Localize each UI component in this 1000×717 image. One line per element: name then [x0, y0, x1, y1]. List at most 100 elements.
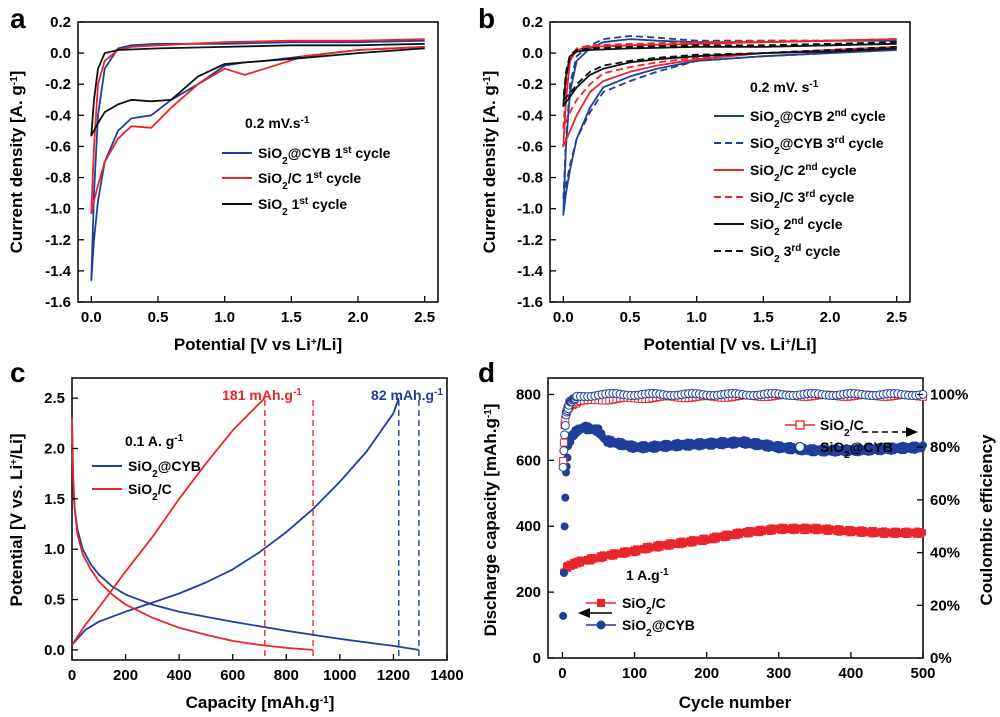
y-tick-label: 800 — [516, 386, 541, 403]
x-tick-label: 1.5 — [753, 309, 774, 326]
legend-marker — [596, 620, 606, 630]
panel-d-ylabel: Discharge capacity [mAh.g-1] — [481, 404, 500, 637]
data-point — [558, 462, 568, 472]
legend-label: SiO2/C — [820, 417, 864, 439]
y2-tick-label: 80% — [930, 439, 960, 456]
y2-tick-label: 20% — [930, 597, 960, 614]
y-tick-label: -1.0 — [45, 201, 71, 218]
data-point — [919, 441, 927, 450]
y-tick-label: -1.6 — [517, 294, 543, 311]
panel-c-annotation: 0.1 A. g-1 — [125, 433, 184, 450]
y-tick-label: -0.8 — [45, 170, 71, 187]
panel-c-ylabel: Potential [V vs. Li+/Li] — [7, 433, 26, 606]
panel-d: d 0 100 200 300 400 500 0 200 400 600 800 0% 20% 40% 6… — [478, 357, 996, 712]
legend-label: SiO2 1st cycle — [258, 196, 347, 218]
data-point — [920, 529, 926, 536]
series-line — [71, 397, 266, 646]
series-line — [71, 418, 314, 651]
y-tick-label: -0.4 — [517, 107, 544, 124]
panel-a-annotation: 0.2 mV.s-1 — [245, 115, 310, 132]
series-line — [562, 38, 897, 129]
panel-c: c 0 200 400 600 800 1000 1200 1400 0.0 0.5 1.0 1.5 2… — [7, 357, 464, 712]
y-tick-label: -1.6 — [45, 294, 71, 311]
x-tick-label: 2.0 — [820, 309, 841, 326]
y-tick-label: 0.2 — [522, 14, 543, 31]
arrow-right-head — [906, 427, 918, 437]
legend-label: SiO2/C 1st cycle — [258, 170, 361, 192]
x-tick-label: 0.5 — [148, 309, 169, 326]
y-tick-label: -0.4 — [45, 107, 72, 124]
y-tick-label: 2.5 — [44, 390, 65, 407]
legend-label: SiO2 2nd cycle — [750, 216, 843, 238]
x-tick-label: 100 — [622, 665, 647, 682]
data-point — [560, 421, 570, 431]
legend-label: SiO2/C — [128, 481, 172, 503]
panel-b-annotation: 0.2 mV. s-1 — [750, 79, 819, 96]
x-tick-label: 1.0 — [686, 309, 707, 326]
series-line — [562, 38, 897, 216]
panel-c-frame — [71, 377, 448, 661]
series-line — [562, 38, 897, 148]
panel-a-legend: SiO2@CYB 1st cycle SiO2/C 1st cycle SiO2… — [222, 145, 391, 218]
legend-label: SiO2@CYB 3rd cycle — [750, 135, 884, 157]
y-tick-label: 0.2 — [50, 14, 71, 31]
x-tick-label: 500 — [910, 665, 935, 682]
x-tick-label: 2.5 — [886, 309, 907, 326]
panel-b: b 0.0 0.5 1.0 1.5 2.0 2.5 -1.6 -1.4 -1.2 -1.0 -0.8… — [478, 3, 911, 354]
legend-label: SiO2/C 3rd cycle — [750, 189, 855, 211]
y-tick-label: 0.5 — [44, 592, 65, 609]
data-point — [559, 568, 568, 577]
panel-d-annotation: 1 A.g-1 — [626, 567, 669, 584]
y-tick-label: 0.0 — [44, 642, 65, 659]
panel-c-legend: SiO2@CYB SiO2/C — [92, 458, 201, 503]
panel-d-label: d — [478, 357, 495, 388]
x-tick-label: 0.0 — [81, 309, 102, 326]
panel-c-xlabel: Capacity [mAh.g-1] — [186, 693, 335, 712]
data-point — [559, 446, 569, 456]
x-tick-label: 0.5 — [620, 309, 641, 326]
y-tick-label: 200 — [516, 584, 541, 601]
panel-b-frame — [549, 21, 911, 303]
x-tick-label: 200 — [694, 665, 719, 682]
x-tick-label: 0 — [68, 667, 76, 684]
legend-label: SiO2@CYB 2nd cycle — [750, 108, 886, 130]
y-tick-label: 2.0 — [44, 441, 65, 458]
y-tick-label: -0.2 — [45, 76, 71, 93]
y-tick-label: -0.6 — [45, 138, 71, 155]
panel-a-ylabel: Current density [A. g-1] — [7, 71, 26, 254]
x-tick-label: 400 — [838, 665, 863, 682]
panel-b-xlabel: Potential [V vs. Li+/Li] — [643, 335, 816, 354]
legend-marker — [795, 420, 805, 430]
y-tick-label: -1.0 — [517, 201, 543, 218]
data-point — [561, 493, 570, 502]
legend-label: SiO2/C 2nd cycle — [750, 162, 857, 184]
panel-a-label: a — [10, 3, 26, 34]
legend-label: SiO2 3rd cycle — [750, 243, 841, 265]
panel-d-legend-bottom: SiO2/C SiO2@CYB — [586, 595, 695, 639]
y-tick-label: 400 — [516, 518, 541, 535]
panel-b-label: b — [478, 3, 495, 34]
legend-label: SiO2/C — [622, 595, 666, 617]
data-point — [560, 522, 569, 531]
x-tick-label: 0 — [558, 665, 566, 682]
panel-d-frame — [547, 377, 924, 659]
x-tick-label: 600 — [220, 667, 245, 684]
y-tick-label: 600 — [516, 452, 541, 469]
x-tick-label: 800 — [274, 667, 299, 684]
x-tick-label: 1400 — [430, 667, 463, 684]
y-tick-label: 1.0 — [44, 541, 65, 558]
legend-marker — [597, 599, 605, 607]
panel-d-y2label: Coulombic efficiency — [977, 434, 996, 606]
y-tick-label: 0.0 — [522, 45, 543, 62]
x-tick-label: 2.5 — [414, 309, 435, 326]
arrow-left-head — [578, 608, 590, 618]
panel-c-annotation-blue: 82 mAh.g-1 — [371, 387, 443, 404]
x-tick-label: 300 — [766, 665, 791, 682]
series-line — [562, 35, 897, 202]
y-tick-label: -0.8 — [517, 170, 543, 187]
y-tick-label: 0 — [533, 650, 541, 667]
x-tick-label: 1.5 — [281, 309, 302, 326]
panel-a-xlabel: Potential [V vs Li+/Li] — [174, 335, 342, 354]
x-tick-label: 0.0 — [553, 309, 574, 326]
